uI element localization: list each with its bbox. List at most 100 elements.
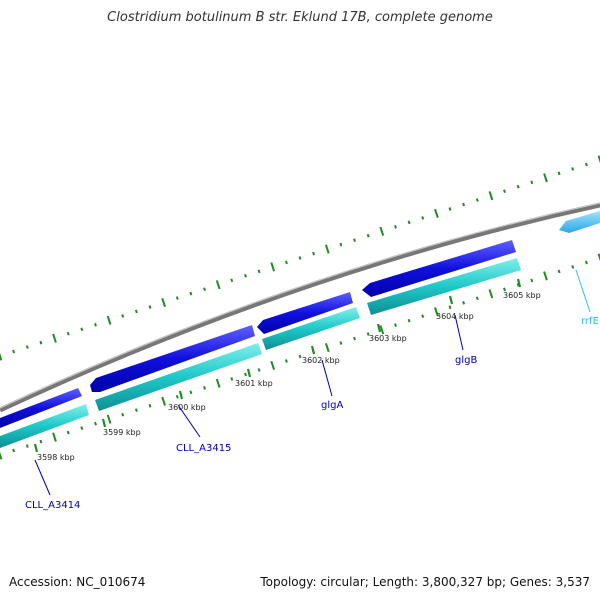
outer-dot-11 — [148, 305, 152, 309]
cds-arrow-clla3414-forward[interactable] — [0, 388, 82, 428]
outer-dotted-ring — [0, 155, 600, 361]
inner-dot-25 — [339, 341, 343, 345]
outer-dot-23 — [312, 251, 316, 256]
inner-dot-29 — [394, 323, 397, 328]
scale-tick-3605 — [516, 278, 522, 288]
outer-dot-3 — [39, 340, 43, 345]
outer-dot-33 — [448, 207, 452, 211]
inner-dot-32 — [434, 307, 439, 317]
inner-dot-21 — [284, 359, 288, 363]
outer-dot-17 — [230, 278, 234, 283]
inner-dot-20 — [270, 360, 276, 371]
leader-line-clla3414 — [34, 459, 51, 496]
tick-label-3602: 3602 kbp — [302, 356, 340, 365]
cds-arrow-clla3415-forward[interactable] — [90, 325, 255, 392]
outer-dot-13 — [175, 296, 179, 300]
inner-dot-34 — [462, 300, 466, 305]
outer-dot-31 — [421, 216, 425, 220]
inner-dotted-ring — [0, 253, 600, 460]
tick-labels: 3598 kbp 3599 kbp 3600 kbp 3601 kbp 3602… — [37, 291, 541, 462]
inner-dot-24 — [324, 342, 330, 353]
outer-dot-6 — [80, 327, 84, 332]
inner-dot-33 — [448, 305, 452, 310]
cds-arrow-clla3414-reverse[interactable] — [0, 404, 89, 448]
inner-dot-13 — [175, 394, 179, 399]
leader-line-glga — [321, 359, 333, 397]
scale-tick-3604 — [448, 295, 454, 305]
tick-label-3600: 3600 kbp — [168, 403, 206, 412]
inner-dot-2 — [25, 444, 29, 448]
inner-dot-12 — [161, 396, 166, 406]
inner-dot-30 — [407, 318, 411, 323]
outer-dot-34 — [462, 202, 466, 207]
gene-label-glgb[interactable]: glgB — [455, 355, 477, 366]
inner-dot-1 — [12, 448, 16, 453]
genome-stats-text: Topology: circular; Length: 3,800,327 bp… — [260, 575, 590, 589]
gene-label-rrfe[interactable]: rrfE — [581, 316, 599, 327]
outer-dot-29 — [394, 224, 397, 229]
leader-line-glgb — [454, 314, 464, 351]
outer-dot-12 — [161, 297, 166, 308]
inner-dot-7 — [94, 421, 97, 426]
gene-label-clla3414[interactable]: CLL_A3414 — [25, 500, 80, 511]
scale-ticks — [33, 278, 522, 453]
gene-label-glga[interactable]: glgA — [321, 400, 343, 411]
outer-dot-0 — [0, 352, 3, 361]
cds-arrow-glgb-forward[interactable] — [362, 240, 516, 297]
outer-dot-9 — [121, 314, 125, 318]
inner-dot-11 — [148, 403, 152, 408]
inner-dot-3 — [39, 439, 43, 444]
outer-dot-32 — [434, 208, 439, 219]
outer-dot-19 — [257, 269, 261, 274]
scale-tick-3603 — [376, 323, 382, 333]
outer-dot-42 — [571, 167, 575, 171]
inner-dot-17 — [230, 377, 234, 381]
inner-dot-42 — [571, 265, 575, 269]
tick-label-3598: 3598 kbp — [37, 453, 75, 462]
outer-dot-8 — [106, 315, 112, 325]
cds-arrow-clla3415-reverse[interactable] — [95, 343, 262, 411]
outer-dot-16 — [215, 280, 221, 290]
outer-dot-14 — [189, 291, 193, 296]
outer-dot-35 — [475, 198, 479, 202]
scale-tick-3599 — [101, 418, 107, 428]
cds-arrow-glga-forward[interactable] — [257, 292, 353, 334]
inner-dot-35 — [475, 296, 479, 301]
inner-dot-22 — [298, 354, 302, 359]
feature-labels: CLL_A3414 CLL_A3415 glgA glgB rrfE — [25, 316, 599, 511]
inner-dot-44 — [597, 253, 600, 262]
outer-dot-36 — [488, 191, 494, 201]
inner-dot-6 — [80, 426, 84, 431]
cds-reverse-track — [0, 258, 521, 448]
scale-tick-3601 — [246, 368, 252, 378]
inner-dot-36 — [488, 289, 494, 299]
map-title: Clostridium botulinum B str. Eklund 17B,… — [107, 10, 493, 25]
backbone-line — [0, 202, 600, 413]
outer-dot-1 — [12, 349, 16, 354]
outer-dot-41 — [557, 171, 561, 176]
outer-dot-4 — [52, 333, 57, 343]
scale-tick-3602 — [310, 345, 316, 355]
inner-dot-18 — [244, 372, 247, 377]
tick-label-3605: 3605 kbp — [503, 291, 541, 300]
outer-dot-24 — [324, 244, 330, 254]
rrna-arrow-rrfe[interactable] — [559, 211, 600, 233]
outer-dot-18 — [244, 273, 247, 278]
cds-arrow-glgb-reverse[interactable] — [367, 258, 521, 315]
gene-label-clla3415[interactable]: CLL_A3415 — [176, 443, 231, 454]
outer-dot-20 — [270, 262, 276, 272]
inner-dot-27 — [366, 332, 370, 336]
outer-dot-2 — [25, 345, 29, 349]
scale-tick-3600 — [178, 390, 184, 400]
outer-dot-7 — [94, 322, 97, 327]
outer-dot-38 — [516, 184, 520, 189]
outer-dot-22 — [298, 256, 302, 260]
tick-label-3599: 3599 kbp — [103, 428, 141, 437]
outer-dot-43 — [584, 162, 588, 167]
inner-dot-15 — [203, 385, 206, 390]
tick-label-3603: 3603 kbp — [369, 334, 407, 343]
outer-dot-40 — [543, 173, 548, 183]
inner-dot-16 — [215, 378, 221, 388]
cds-arrow-glga-reverse[interactable] — [262, 307, 360, 350]
